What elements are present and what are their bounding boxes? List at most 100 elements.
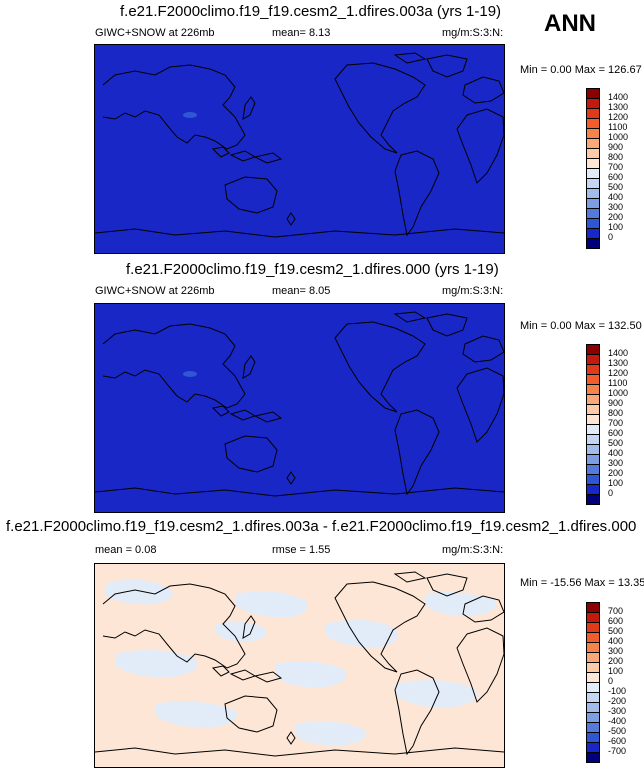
negative-anomaly-region — [395, 679, 477, 708]
colorbar-label: -600 — [608, 736, 627, 746]
colorbar-label: 700 — [608, 606, 624, 616]
colorbar-swatch — [586, 238, 600, 249]
colorbar-label: 800 — [608, 408, 624, 418]
colorbar-label: 600 — [608, 616, 624, 626]
panel-1-units: mg/m:S:3:N: — [442, 27, 504, 39]
colorbar-label: 300 — [608, 646, 624, 656]
panel-1-mean: mean= 8.13 — [272, 27, 331, 39]
coastline — [393, 571, 427, 583]
contour-region — [183, 112, 197, 118]
colorbar-label: 200 — [608, 212, 624, 222]
panel-1-colorbar: 1400 1300 1200 1100 1000 900 800 700 600 500 400 30… — [586, 88, 636, 249]
colorbar-label: 500 — [608, 182, 624, 192]
coastline — [211, 665, 230, 677]
panel-1-minmax: Min = 0.00 Max = 126.67 — [520, 64, 642, 76]
panel-3-mean: mean = 0.08 — [95, 544, 157, 556]
negative-anomaly-region — [105, 579, 173, 605]
colorbar-label: 600 — [608, 172, 624, 182]
colorbar-label: 600 — [608, 428, 624, 438]
negative-anomaly-region — [275, 661, 347, 688]
coastline — [242, 355, 256, 379]
colorbar-label: 100 — [608, 666, 624, 676]
coastline — [211, 405, 230, 417]
panel-1-map — [94, 44, 505, 254]
panel-2-colorbar: 1400 1300 1200 1100 1000 900 800 700 600 500 400 30… — [586, 344, 636, 505]
coastline — [95, 228, 504, 238]
coastline — [462, 335, 504, 363]
colorbar-swatch — [586, 752, 600, 763]
coastline — [426, 573, 468, 597]
colorbar-label: 900 — [608, 142, 624, 152]
colorbar-label: 0 — [608, 488, 614, 498]
negative-anomaly-region — [295, 721, 366, 746]
coastline — [426, 313, 468, 337]
panel-3-title: f.e21.F2000climo.f19_f19.cesm2_1.dfires.… — [6, 518, 637, 535]
panel-3-minmax: Min = -15.56 Max = 13.35 — [520, 577, 644, 589]
coastline — [286, 471, 296, 485]
coastline — [224, 435, 278, 473]
colorbar-label: 400 — [608, 192, 624, 202]
coastline — [253, 152, 283, 164]
coastline — [456, 108, 504, 184]
colorbar-label: 700 — [608, 162, 624, 172]
coastline — [95, 487, 504, 497]
coastline — [462, 76, 504, 104]
colorbar-label: 400 — [608, 636, 624, 646]
coastline — [102, 64, 246, 150]
colorbar-label: -400 — [608, 716, 627, 726]
coastline — [253, 411, 283, 423]
colorbar-label: 800 — [608, 152, 624, 162]
negative-anomaly-region — [155, 701, 237, 728]
coastline — [102, 583, 246, 669]
panel-2-variable: GIWC+SNOW at 226mb — [95, 285, 215, 297]
panel-2-units: mg/m:S:3:N: — [442, 285, 504, 297]
panel-2-minmax: Min = 0.00 Max = 132.50 — [520, 320, 642, 332]
coastline — [394, 150, 440, 237]
coastline — [394, 669, 440, 756]
colorbar-label: 1100 — [608, 122, 628, 132]
panel-2-mean: mean= 8.05 — [272, 285, 331, 297]
colorbar-label: -100 — [608, 686, 627, 696]
colorbar-label: 100 — [608, 478, 624, 488]
coastline — [224, 176, 278, 214]
colorbar-label: 500 — [608, 626, 624, 636]
colorbar-label: 0 — [608, 232, 614, 242]
coastline — [102, 323, 246, 409]
negative-anomaly-region — [325, 619, 398, 648]
contour-region — [183, 371, 197, 377]
panel-1-title: f.e21.F2000climo.f19_f19.cesm2_1.dfires.… — [120, 3, 502, 20]
panel-1-variable: GIWC+SNOW at 226mb — [95, 27, 215, 39]
colorbar-label: 1400 — [608, 348, 629, 358]
coastline — [393, 52, 427, 64]
coastline — [334, 581, 426, 673]
colorbar-label: 200 — [608, 656, 624, 666]
panel-3-rmse: rmse = 1.55 — [272, 544, 331, 556]
colorbar-label: 1000 — [608, 388, 629, 398]
colorbar-label: 1000 — [608, 132, 629, 142]
map-field — [95, 45, 504, 253]
colorbar-label: 300 — [608, 458, 624, 468]
panel-3-map — [94, 563, 505, 768]
panel-2-title: f.e21.F2000climo.f19_f19.cesm2_1.dfires.… — [126, 261, 499, 278]
colorbar-label: -500 — [608, 726, 627, 736]
colorbar-label: 0 — [608, 676, 614, 686]
colorbar-label: -300 — [608, 706, 627, 716]
map-field — [95, 304, 504, 512]
colorbar-label: 700 — [608, 418, 624, 428]
colorbar-label: 300 — [608, 202, 624, 212]
colorbar-label: 100 — [608, 222, 624, 232]
panel-2-map — [94, 303, 505, 513]
coastline — [456, 367, 504, 443]
coastline — [334, 62, 426, 154]
coastline — [211, 146, 230, 158]
coastline — [286, 731, 296, 745]
coastline — [224, 695, 278, 733]
panel-3-units: mg/m:S:3:N: — [442, 544, 504, 556]
colorbar-label: 1300 — [608, 102, 629, 112]
coastline — [393, 311, 427, 323]
negative-anomaly-region — [235, 591, 308, 618]
coastline — [242, 96, 256, 120]
colorbar-label: 900 — [608, 398, 624, 408]
coastline — [334, 321, 426, 413]
colorbar-label: 1400 — [608, 92, 629, 102]
